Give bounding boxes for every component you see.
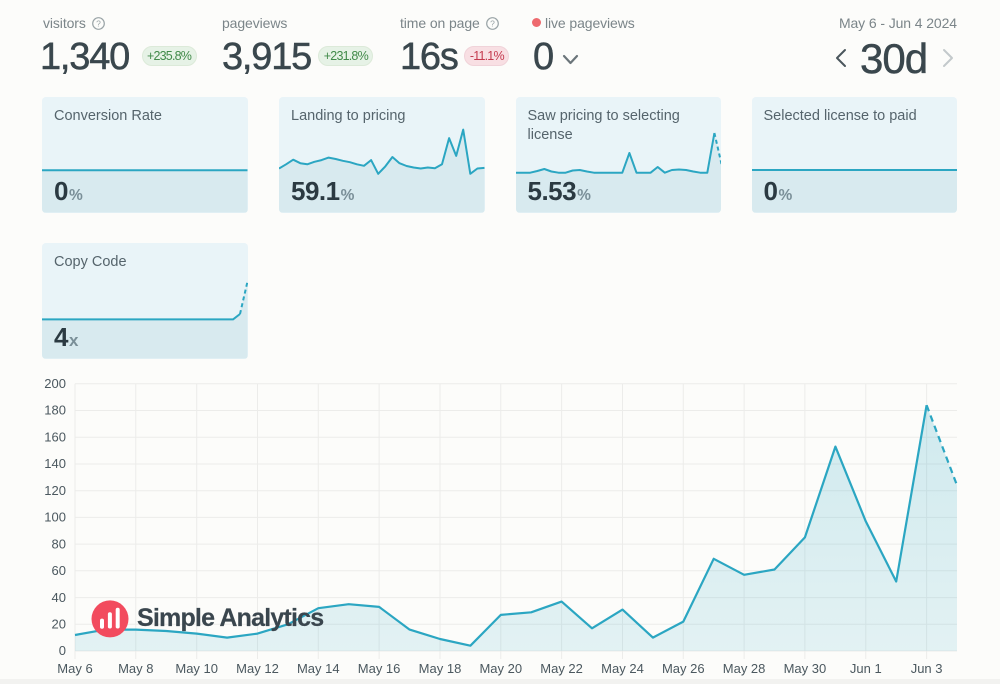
svg-text:?: ? — [490, 18, 495, 28]
svg-text:May 12: May 12 — [236, 661, 279, 676]
svg-text:May 14: May 14 — [297, 661, 340, 676]
svg-text:180: 180 — [44, 403, 66, 418]
svg-text:?: ? — [96, 18, 101, 28]
svg-text:200: 200 — [44, 376, 66, 391]
svg-text:0: 0 — [59, 643, 66, 658]
svg-text:May 30: May 30 — [784, 661, 827, 676]
svg-text:May 16: May 16 — [358, 661, 401, 676]
svg-text:May 6: May 6 — [57, 661, 92, 676]
svg-text:Jun 3: Jun 3 — [911, 661, 943, 676]
svg-text:60: 60 — [52, 563, 66, 578]
svg-text:Jun 1: Jun 1 — [850, 661, 882, 676]
svg-text:May 26: May 26 — [662, 661, 705, 676]
svg-text:May 22: May 22 — [540, 661, 583, 676]
svg-text:May 18: May 18 — [419, 661, 462, 676]
svg-text:80: 80 — [52, 536, 66, 551]
svg-text:140: 140 — [44, 456, 66, 471]
svg-text:160: 160 — [44, 429, 66, 444]
svg-text:100: 100 — [44, 510, 66, 525]
svg-text:May 24: May 24 — [601, 661, 644, 676]
svg-text:May 20: May 20 — [479, 661, 522, 676]
svg-text:120: 120 — [44, 483, 66, 498]
svg-text:40: 40 — [52, 590, 66, 605]
svg-text:May 10: May 10 — [175, 661, 218, 676]
svg-text:May 28: May 28 — [723, 661, 766, 676]
svg-text:20: 20 — [52, 617, 66, 632]
svg-text:May 8: May 8 — [118, 661, 153, 676]
